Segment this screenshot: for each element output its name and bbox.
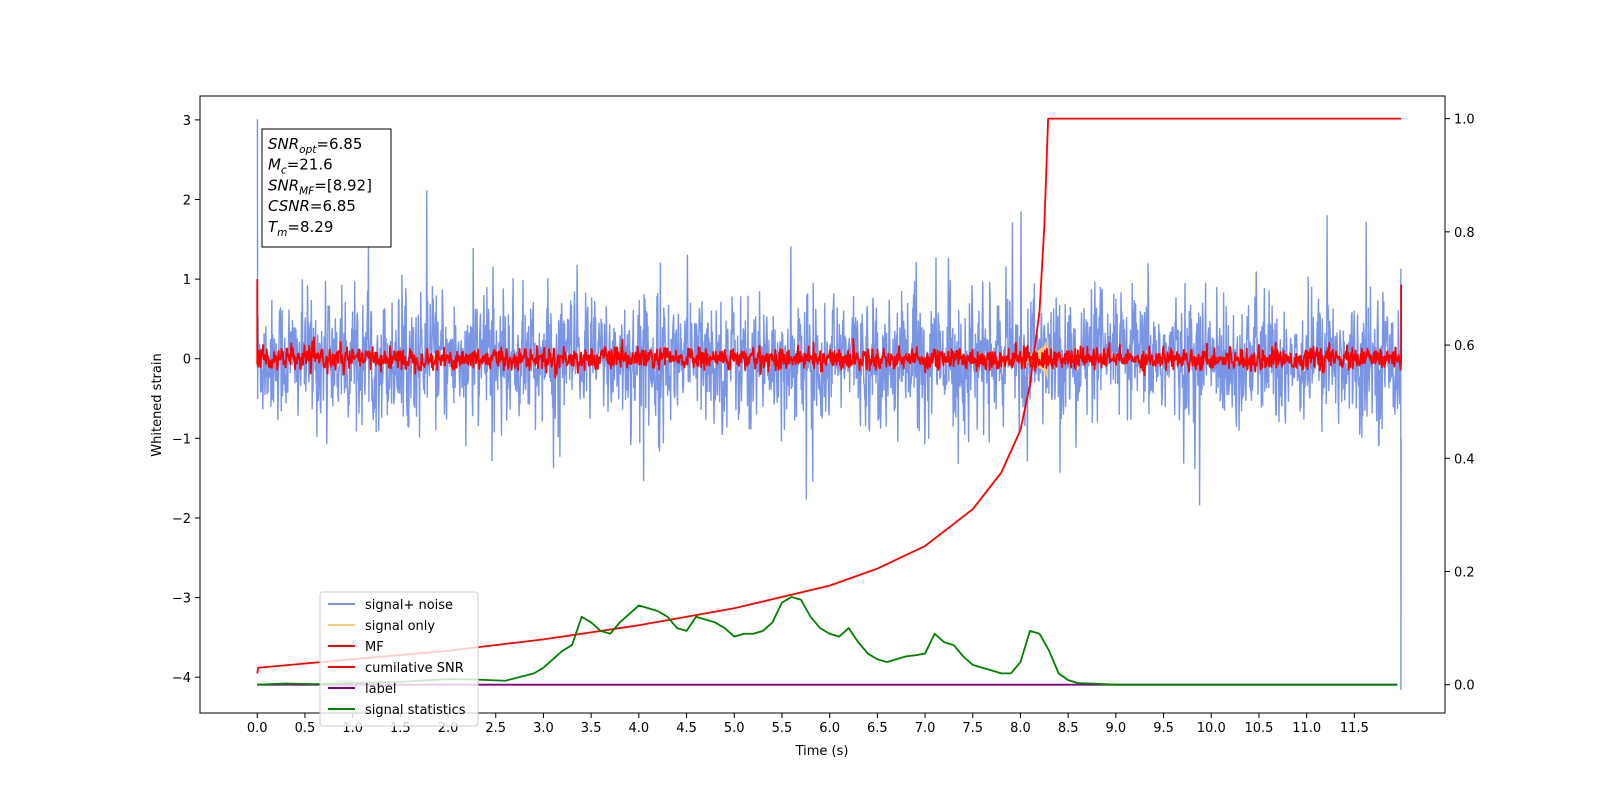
y-tick-label: −4 [172,671,191,686]
info-value: =21.6 [287,156,333,174]
x-tick-label: 6.5 [867,721,888,736]
info-box-frame [261,128,392,248]
x-tick-label: 9.0 [1106,721,1127,736]
y-tick-label: 2 [183,193,191,208]
legend-label: signal statistics [365,703,466,718]
info-subscript: m [277,227,287,239]
info-box-line: CSNR=6.85 [268,197,356,215]
info-box: SNRopt=6.85Mc=21.6SNRMF=[8.92]CSNR=6.85T… [261,128,392,248]
info-subscript: MF [299,185,315,197]
x-tick-label: 10.0 [1197,721,1226,736]
legend-frame [319,591,479,727]
x-tick-label: 11.0 [1292,721,1321,736]
y-axis-ticks: 3 2 1 0 −1 −2 −3 −4 [172,114,200,686]
info-value: =6.85 [316,135,362,153]
x-tick-label: 5.0 [724,721,745,736]
y2-tick-label: 0.4 [1454,452,1475,467]
x-tick-label: 8.0 [1010,721,1031,736]
x-tick-label: 10.5 [1244,721,1273,736]
x-axis-label: Time (s) [795,744,849,759]
x-tick-label: 11.5 [1340,721,1369,736]
series-line-signal-noise [256,119,1402,690]
y-tick-label: 3 [183,114,191,129]
info-value: =8.29 [287,218,333,236]
x-tick-label: 4.5 [676,721,697,736]
y-tick-label: −3 [172,592,191,607]
legend: signal+ noise signal only MF cumilative SNR… [319,591,479,727]
x-tick-label: 4.0 [629,721,650,736]
y2-axis-ticks: 1.0 0.8 0.6 0.4 0.2 0.0 [1445,113,1475,694]
y2-tick-label: 0.2 [1454,565,1475,580]
series-line-signal-statistics [257,596,1398,686]
y2-tick-label: 0.8 [1454,226,1475,241]
x-tick-label: 7.0 [915,721,936,736]
x-tick-label: 2.5 [485,721,506,736]
x-tick-label: 8.5 [1058,721,1079,736]
y2-tick-label: 0.0 [1454,679,1475,694]
legend-label: signal only [365,619,435,634]
y-tick-label: 1 [183,273,191,288]
info-box-line: Mc=21.6 [268,156,333,177]
y-tick-label: 0 [183,353,191,368]
info-value: =[8.92] [314,176,372,194]
y2-tick-label: 0.6 [1454,339,1475,354]
legend-label: signal+ noise [365,598,453,613]
x-tick-label: 6.0 [819,721,840,736]
legend-label: cumilative SNR [365,661,464,676]
legend-label: label [365,682,396,697]
y-tick-label: −2 [172,512,191,527]
plot-frame [199,95,1446,714]
x-tick-label: 3.0 [533,721,554,736]
series-line-mf [256,279,1403,379]
info-symbol: SNR [268,176,299,194]
legend-label: MF [365,640,384,655]
info-symbol: SNR [268,135,299,153]
x-tick-label: 9.5 [1153,721,1174,736]
y2-tick-label: 1.0 [1454,113,1475,128]
info-symbol: T [268,218,279,236]
y-axis-label: Whitened strain [150,353,165,456]
info-box-line: SNRMF=[8.92] [268,176,372,197]
info-subscript: opt [299,144,317,156]
info-box-line: Tm=8.29 [268,218,333,239]
x-tick-label: 0.0 [247,721,268,736]
info-box-line: SNRopt=6.85 [268,135,362,156]
info-value: =6.85 [310,197,356,215]
info-subscript: c [281,165,287,177]
info-symbol: M [268,156,281,174]
y-tick-label: −1 [172,432,191,447]
x-tick-label: 0.5 [295,721,316,736]
info-symbol: CSNR [268,197,310,215]
x-tick-label: 5.5 [772,721,793,736]
x-tick-label: 3.5 [581,721,602,736]
x-tick-label: 7.5 [962,721,983,736]
